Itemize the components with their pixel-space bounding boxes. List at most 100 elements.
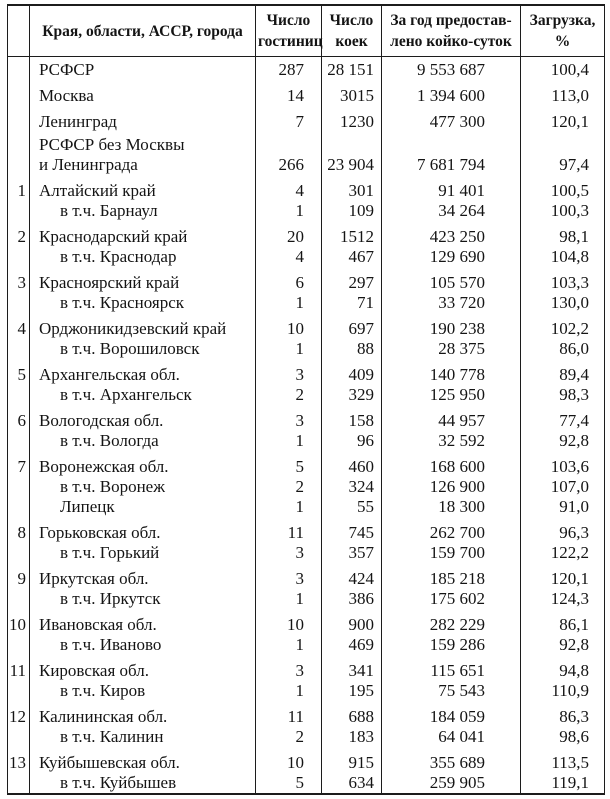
table-row: 9 Иркутская обл. 3 424 185 218 120,1 — [8, 563, 605, 589]
cell-load: 86,0 — [520, 339, 605, 359]
header-beddays-column: За год предостав- лено койко-суток — [381, 5, 521, 57]
cell-hotels: 287 — [255, 56, 322, 83]
cell-beds: 460 — [321, 451, 382, 477]
cell-hotels: 3 — [255, 359, 322, 385]
cell-hotels: 3 — [255, 655, 322, 681]
cell-num — [8, 477, 30, 497]
cell-beds: 697 — [321, 313, 382, 339]
cell-beddays: 7 681 794 — [381, 135, 521, 175]
table-row: в т.ч. Барнаул 1 109 34 264 100,3 — [8, 201, 605, 221]
cell-beds: 409 — [321, 359, 382, 385]
cell-hotels: 3 — [255, 405, 322, 431]
cell-hotels: 1 — [255, 431, 322, 451]
cell-name: Куйбышевская обл. — [29, 747, 256, 773]
cell-load: 98,3 — [520, 385, 605, 405]
cell-hotels: 20 — [255, 221, 322, 247]
cell-beds: 301 — [321, 175, 382, 201]
cell-name: в т.ч. Вологда — [29, 431, 256, 451]
table-row: Липецк 1 55 18 300 91,0 — [8, 497, 605, 517]
cell-name: в т.ч. Горький — [29, 543, 256, 563]
table-row: в т.ч. Куйбышев 5 634 259 905 119,1 — [8, 773, 605, 794]
cell-beds: 688 — [321, 701, 382, 727]
table-body: РСФСР 287 28 151 9 553 687 100,4 Москва 14 3015… — [8, 56, 605, 794]
cell-num: 2 — [17, 227, 27, 246]
cell-num — [8, 635, 30, 655]
cell-hotels: 14 — [255, 83, 322, 109]
cell-load: 100,3 — [520, 201, 605, 221]
cell-beds: 915 — [321, 747, 382, 773]
cell-beddays: 75 543 — [381, 681, 521, 701]
cell-beddays: 115 651 — [381, 655, 521, 681]
cell-num: 9 — [17, 569, 27, 588]
cell-beddays: 64 041 — [381, 727, 521, 747]
cell-num — [8, 385, 30, 405]
cell-num: 4 — [17, 319, 27, 338]
cell-beds: 469 — [321, 635, 382, 655]
cell-load: 130,0 — [520, 293, 605, 313]
cell-name: Красноярский край — [29, 267, 256, 293]
cell-beddays: 18 300 — [381, 497, 521, 517]
cell-hotels: 266 — [255, 135, 322, 175]
cell-beds: 3015 — [321, 83, 382, 109]
cell-beddays: 32 592 — [381, 431, 521, 451]
cell-beddays: 129 690 — [381, 247, 521, 267]
table-row: в т.ч. Вологда 1 96 32 592 92,8 — [8, 431, 605, 451]
cell-name: в т.ч. Воронеж — [29, 477, 256, 497]
table-row: 1 Алтайский край 4 301 91 401 100,5 — [8, 175, 605, 201]
cell-hotels: 4 — [255, 175, 322, 201]
cell-num — [8, 681, 30, 701]
cell-name: Краснодарский край — [29, 221, 256, 247]
cell-num: 1 — [17, 181, 27, 200]
cell-beds: 357 — [321, 543, 382, 563]
cell-num — [8, 293, 30, 313]
cell-name: РСФСР — [29, 56, 256, 83]
cell-load: 100,4 — [520, 56, 605, 83]
cell-beddays: 28 375 — [381, 339, 521, 359]
cell-hotels: 5 — [255, 451, 322, 477]
cell-load: 113,0 — [520, 83, 605, 109]
cell-name: Кировская обл. — [29, 655, 256, 681]
cell-beddays: 105 570 — [381, 267, 521, 293]
cell-name: Москва — [29, 83, 256, 109]
cell-name: в т.ч. Киров — [29, 681, 256, 701]
cell-beds: 1512 — [321, 221, 382, 247]
cell-name: Архангельская обл. — [29, 359, 256, 385]
cell-num — [8, 83, 30, 109]
cell-load: 107,0 — [520, 477, 605, 497]
header-beds-column: Число коек — [321, 5, 382, 57]
cell-name: в т.ч. Иркутск — [29, 589, 256, 609]
cell-name: в т.ч. Калинин — [29, 727, 256, 747]
cell-num — [8, 57, 30, 84]
cell-load: 110,9 — [520, 681, 605, 701]
cell-load: 120,1 — [520, 109, 605, 135]
cell-beddays: 159 700 — [381, 543, 521, 563]
cell-load: 103,3 — [520, 267, 605, 293]
cell-load: 96,3 — [520, 517, 605, 543]
cell-beds: 467 — [321, 247, 382, 267]
cell-hotels: 7 — [255, 109, 322, 135]
cell-hotels: 4 — [255, 247, 322, 267]
cell-name: в т.ч. Иваново — [29, 635, 256, 655]
cell-num: 5 — [17, 365, 27, 384]
cell-num — [8, 339, 30, 359]
cell-beddays: 44 957 — [381, 405, 521, 431]
cell-load: 92,8 — [520, 431, 605, 451]
cell-load: 102,2 — [520, 313, 605, 339]
header-region-column: Края, области, АССР, города — [29, 5, 256, 57]
cell-num: 7 — [17, 457, 27, 476]
cell-name: Воронежская обл. — [29, 451, 256, 477]
cell-hotels: 2 — [255, 727, 322, 747]
table-row: в т.ч. Иркутск 1 386 175 602 124,3 — [8, 589, 605, 609]
cell-num: 12 — [9, 707, 26, 726]
scan-page: Края, области, АССР, города Число гостин… — [0, 4, 610, 799]
cell-load: 100,5 — [520, 175, 605, 201]
cell-num — [8, 201, 30, 221]
cell-num — [8, 247, 30, 267]
cell-beddays: 33 720 — [381, 293, 521, 313]
table-row: РСФСР без Москвы и Ленинграда 266 23 904 7 … — [8, 135, 605, 175]
cell-num — [8, 497, 30, 517]
cell-hotels: 1 — [255, 681, 322, 701]
cell-name: в т.ч. Куйбышев — [29, 773, 256, 794]
cell-load: 77,4 — [520, 405, 605, 431]
cell-beddays: 175 602 — [381, 589, 521, 609]
